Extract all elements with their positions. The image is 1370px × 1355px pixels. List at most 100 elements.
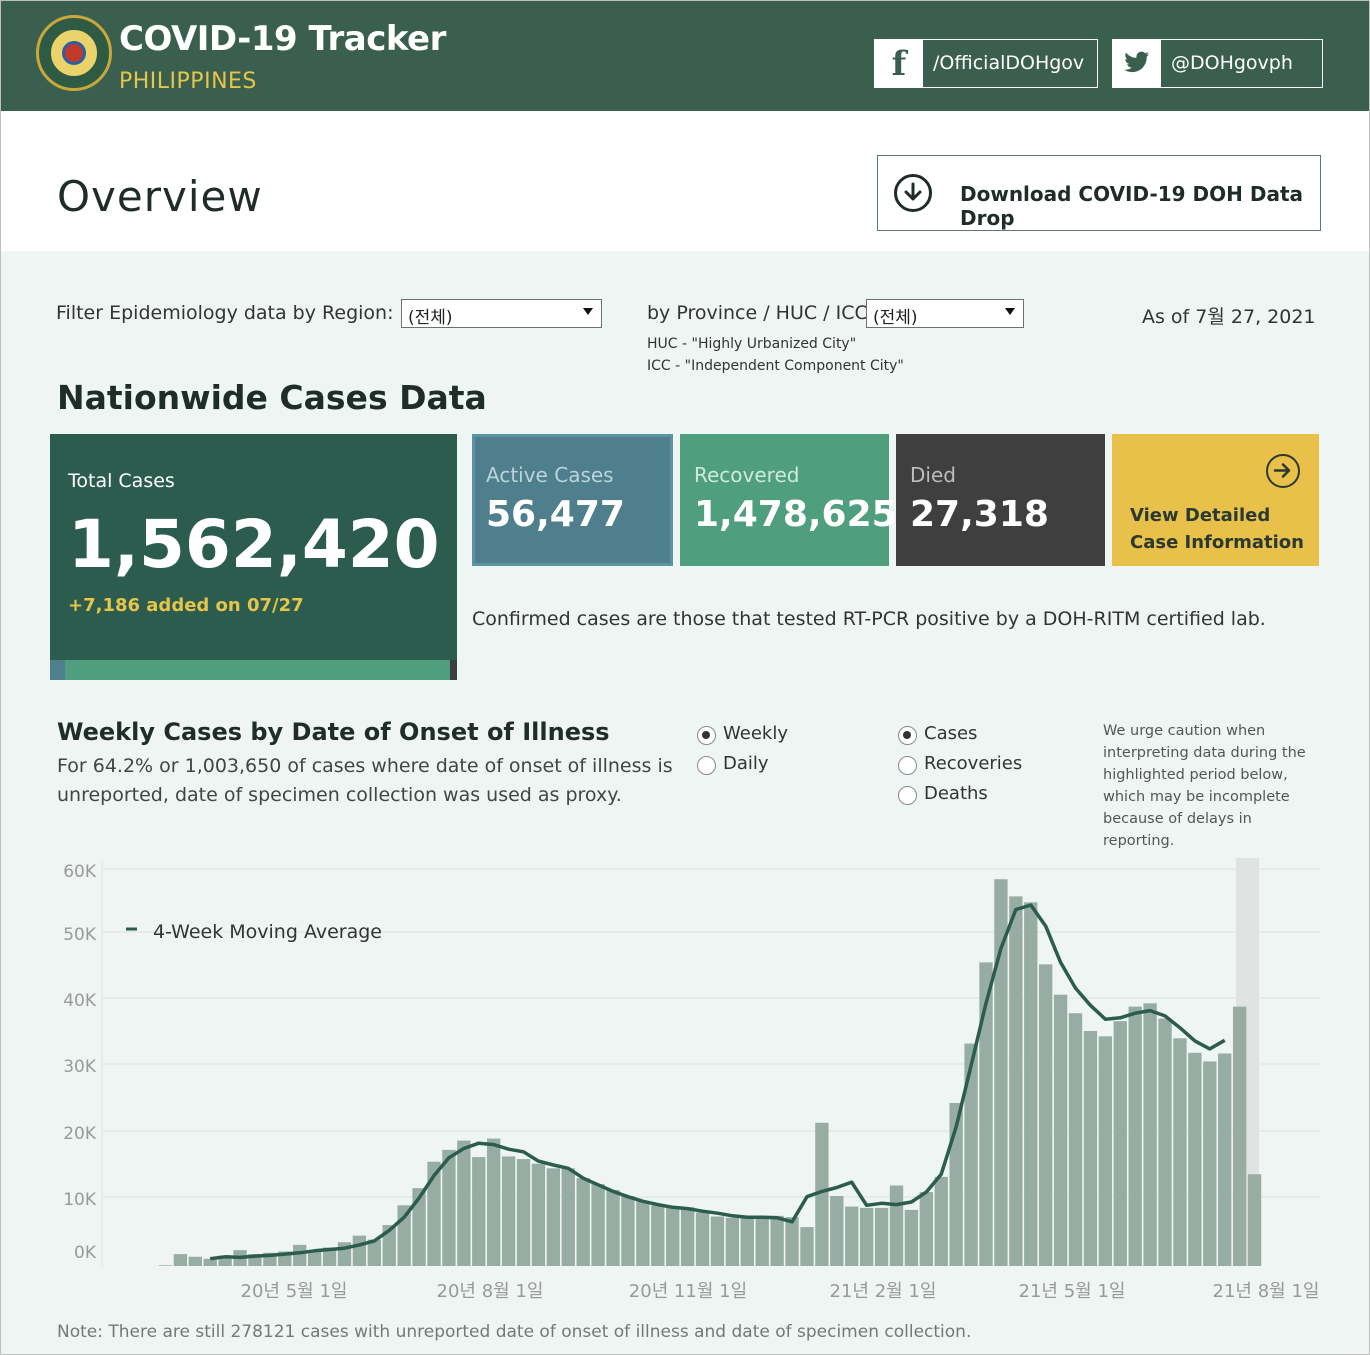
- cases-bar: [218, 1255, 232, 1266]
- cases-bar: [457, 1140, 471, 1266]
- recovered-card[interactable]: Recovered 1,478,625: [680, 434, 897, 566]
- region-select-value: (전체): [408, 308, 453, 328]
- download-data-drop-button[interactable]: Download COVID-19 DOH Data Drop: [877, 155, 1321, 231]
- cases-bar: [1188, 1052, 1202, 1266]
- twitter-link[interactable]: @DOHgovph: [1112, 39, 1323, 88]
- cases-bar: [651, 1205, 665, 1266]
- province-select-value: (전체): [873, 308, 918, 328]
- twitter-icon: [1113, 40, 1161, 87]
- doh-seal-logo[interactable]: [36, 15, 112, 91]
- cases-bar: [1083, 1031, 1098, 1266]
- cases-bar: [1218, 1053, 1232, 1266]
- total-cases-card: Total Cases 1,562,420 +7,186 added on 07…: [50, 434, 457, 680]
- cases-bar: [1203, 1061, 1217, 1266]
- cases-bar: [830, 1196, 844, 1266]
- unreported-cases-footnote: Note: There are still 278121 cases with …: [57, 1322, 972, 1342]
- cases-bar: [979, 962, 993, 1266]
- cases-added-note: +7,186 added on 07/27: [68, 595, 304, 616]
- cases-bar: [487, 1138, 501, 1266]
- cases-bar: [1247, 1174, 1262, 1266]
- x-tick-label: 20년 8월 1일: [437, 1281, 544, 1302]
- view-detailed-line1: View Detailed: [1130, 505, 1271, 526]
- facebook-link[interactable]: f /OfficialDOHgov: [874, 39, 1098, 88]
- cases-bar: [188, 1256, 202, 1266]
- cases-bar: [1113, 1021, 1127, 1266]
- died-card[interactable]: Died 27,318: [896, 434, 1105, 566]
- cases-bar: [934, 1176, 948, 1266]
- radio-weekly-dot: [697, 726, 716, 745]
- top-header: COVID-19 Tracker PHILIPPINES f /Official…: [1, 1, 1369, 111]
- cases-bar: [859, 1207, 874, 1266]
- weekly-cases-chart[interactable]: 0K 10K 20K 30K 40K 50K 60K 20년 5월 1일 20년 8월 1일 20…: [40, 852, 1330, 1312]
- cases-bar: [949, 1102, 963, 1266]
- cases-bar: [531, 1163, 546, 1266]
- facebook-handle: /OfficialDOHgov: [933, 52, 1085, 74]
- cases-bar: [412, 1188, 426, 1266]
- y-tick-label: 40K: [63, 991, 97, 1011]
- radio-weekly-label: Weekly: [723, 723, 788, 744]
- region-select[interactable]: (전체): [401, 299, 602, 328]
- cases-bar: [1158, 1018, 1172, 1266]
- x-tick-label: 21년 2월 1일: [830, 1281, 937, 1302]
- cases-bar: [561, 1168, 575, 1266]
- cases-bar: [501, 1156, 516, 1266]
- twitter-handle: @DOHgovph: [1171, 52, 1293, 74]
- y-tick-label: 0K: [74, 1243, 97, 1263]
- weekly-chart-description: For 64.2% or 1,003,650 of cases where da…: [57, 755, 673, 806]
- cases-bar: [755, 1215, 769, 1266]
- x-tick-label: 21년 8월 1일: [1213, 1281, 1320, 1302]
- died-label: Died: [910, 463, 956, 487]
- cases-bar: [322, 1247, 337, 1266]
- cases-bar: [666, 1206, 680, 1266]
- moving-average-line: [209, 903, 1226, 1261]
- chevron-down-icon: [1005, 308, 1015, 315]
- cases-bar: [889, 1185, 904, 1266]
- nationwide-title: Nationwide Cases Data: [57, 378, 487, 417]
- x-tick-label: 21년 5월 1일: [1019, 1281, 1126, 1302]
- confirmed-cases-note: Confirmed cases are those that tested RT…: [472, 608, 1266, 630]
- cases-bar: [874, 1207, 889, 1266]
- cases-bar: [203, 1258, 217, 1266]
- view-detailed-button[interactable]: View Detailed Case Information: [1112, 434, 1319, 566]
- radio-recoveries-label: Recoveries: [924, 753, 1023, 774]
- region-filter-label: Filter Epidemiology data by Region:: [56, 302, 394, 324]
- cases-bar: [621, 1196, 635, 1266]
- cases-bar: [785, 1217, 799, 1266]
- active-cases-value: 56,477: [486, 494, 625, 535]
- y-tick-label: 10K: [63, 1190, 97, 1210]
- x-tick-label: 20년 11월 1일: [629, 1281, 747, 1302]
- app-subtitle: PHILIPPINES: [119, 69, 257, 94]
- cases-bar: [307, 1250, 322, 1266]
- cases-bar: [397, 1205, 411, 1266]
- x-tick-label: 20년 5월 1일: [241, 1281, 348, 1302]
- cases-bar: [740, 1215, 754, 1266]
- total-cases-label: Total Cases: [68, 470, 175, 492]
- radio-daily-label: Daily: [723, 753, 769, 774]
- cases-bar: [1098, 1036, 1113, 1266]
- cases-bar: [800, 1227, 814, 1266]
- huc-note: HUC - "Highly Urbanized City": [647, 336, 857, 352]
- view-detailed-label: View Detailed Case Information: [1130, 502, 1304, 556]
- cases-bar: [1039, 964, 1053, 1266]
- cases-bar: [1143, 1003, 1157, 1266]
- seal-inner: [49, 28, 99, 78]
- app-title: COVID-19 Tracker: [119, 19, 446, 59]
- radio-cases-label: Cases: [924, 723, 978, 744]
- active-cases-card[interactable]: Active Cases 56,477: [472, 434, 673, 566]
- cases-bar: [815, 1122, 829, 1266]
- cases-bar: [636, 1201, 650, 1266]
- y-tick-label: 20K: [63, 1124, 97, 1144]
- cases-bar: [352, 1235, 367, 1266]
- active-cases-label: Active Cases: [486, 463, 614, 487]
- province-select[interactable]: (전체): [866, 299, 1024, 328]
- cases-bar: [606, 1190, 620, 1266]
- cases-bar: [427, 1161, 441, 1266]
- overview-title: Overview: [57, 172, 263, 221]
- y-tick-label: 50K: [63, 925, 97, 945]
- cases-bar: [248, 1254, 262, 1266]
- cases-bar: [472, 1157, 486, 1266]
- cases-bar: [964, 1043, 978, 1266]
- died-share-bar: [450, 660, 457, 680]
- cases-bar: [725, 1217, 740, 1266]
- cases-bar: [1053, 994, 1068, 1266]
